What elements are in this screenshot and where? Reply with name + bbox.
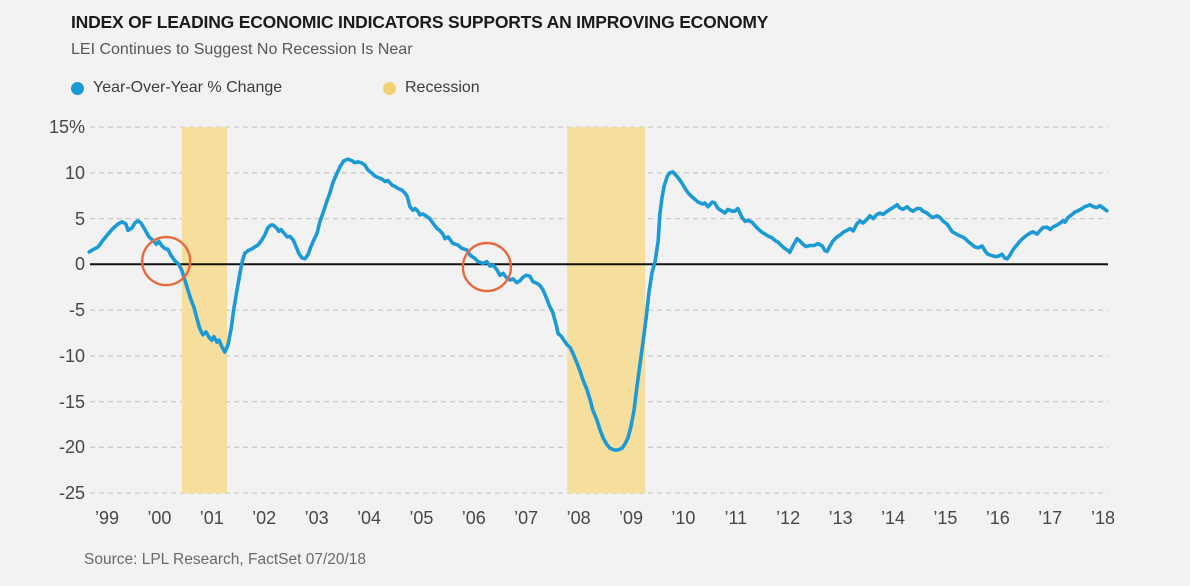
x-tick-label: ’05: [409, 508, 434, 528]
chart-subtitle: LEI Continues to Suggest No Recession Is…: [71, 41, 413, 58]
x-tick-label: ’12: [776, 508, 801, 528]
zero-crossing-highlight-circle: [461, 241, 513, 293]
yoy-change-line: [87, 157, 1109, 452]
legend-label-yoy-change: Year-Over-Year % Change: [93, 79, 283, 96]
y-tick-label: 0: [74, 254, 85, 275]
x-tick-label: ’13: [828, 508, 853, 528]
y-tick-label: 15%: [48, 117, 85, 138]
x-tick-label: ’04: [356, 508, 382, 528]
x-tick-label: ’07: [514, 508, 539, 528]
x-tick-label: ’01: [199, 508, 224, 528]
legend-item-yoy-change: Year-Over-Year % Change: [71, 79, 282, 97]
x-tick-label: ’03: [304, 508, 329, 528]
chart-title: INDEX OF LEADING ECONOMIC INDICATORS SUP…: [71, 12, 769, 32]
x-tick-label: ’99: [94, 508, 120, 528]
x-tick-label: ’09: [618, 508, 644, 528]
y-tick-label: -15: [58, 391, 85, 412]
x-tick-label: ’06: [461, 508, 486, 528]
y-tick-label: -25: [58, 483, 85, 504]
x-tick-label: ’00: [147, 508, 172, 528]
legend-label-recession: Recession: [405, 79, 480, 96]
x-tick-label: ’02: [252, 508, 277, 528]
x-tick-label: ’15: [933, 508, 958, 528]
x-tick-label: ’11: [724, 508, 748, 528]
x-tick-label: ’14: [880, 508, 906, 528]
line-series-marker-icon: [71, 81, 84, 95]
recession-band-marker-icon: [383, 81, 396, 95]
x-tick-label: ’10: [671, 508, 696, 528]
x-tick-label: ’08: [566, 508, 591, 528]
zero-crossing-highlight-circle: [140, 235, 192, 287]
source-note: Source: LPL Research, FactSet 07/20/18: [84, 551, 367, 568]
y-tick-label: -10: [58, 345, 85, 366]
recession-band: [181, 127, 227, 494]
y-tick-label: 10: [64, 162, 85, 183]
x-tick-label: ’16: [985, 508, 1010, 528]
y-tick-label: 5: [74, 208, 85, 229]
x-tick-label: ’17: [1038, 508, 1063, 528]
y-tick-label: -5: [68, 300, 85, 321]
legend-item-recession: Recession: [383, 79, 480, 97]
x-tick-label: ’18: [1090, 508, 1116, 528]
y-tick-label: -20: [58, 437, 85, 458]
recession-band: [567, 127, 646, 494]
chart-legend: Year-Over-Year % Change Recession: [0, 79, 1190, 99]
